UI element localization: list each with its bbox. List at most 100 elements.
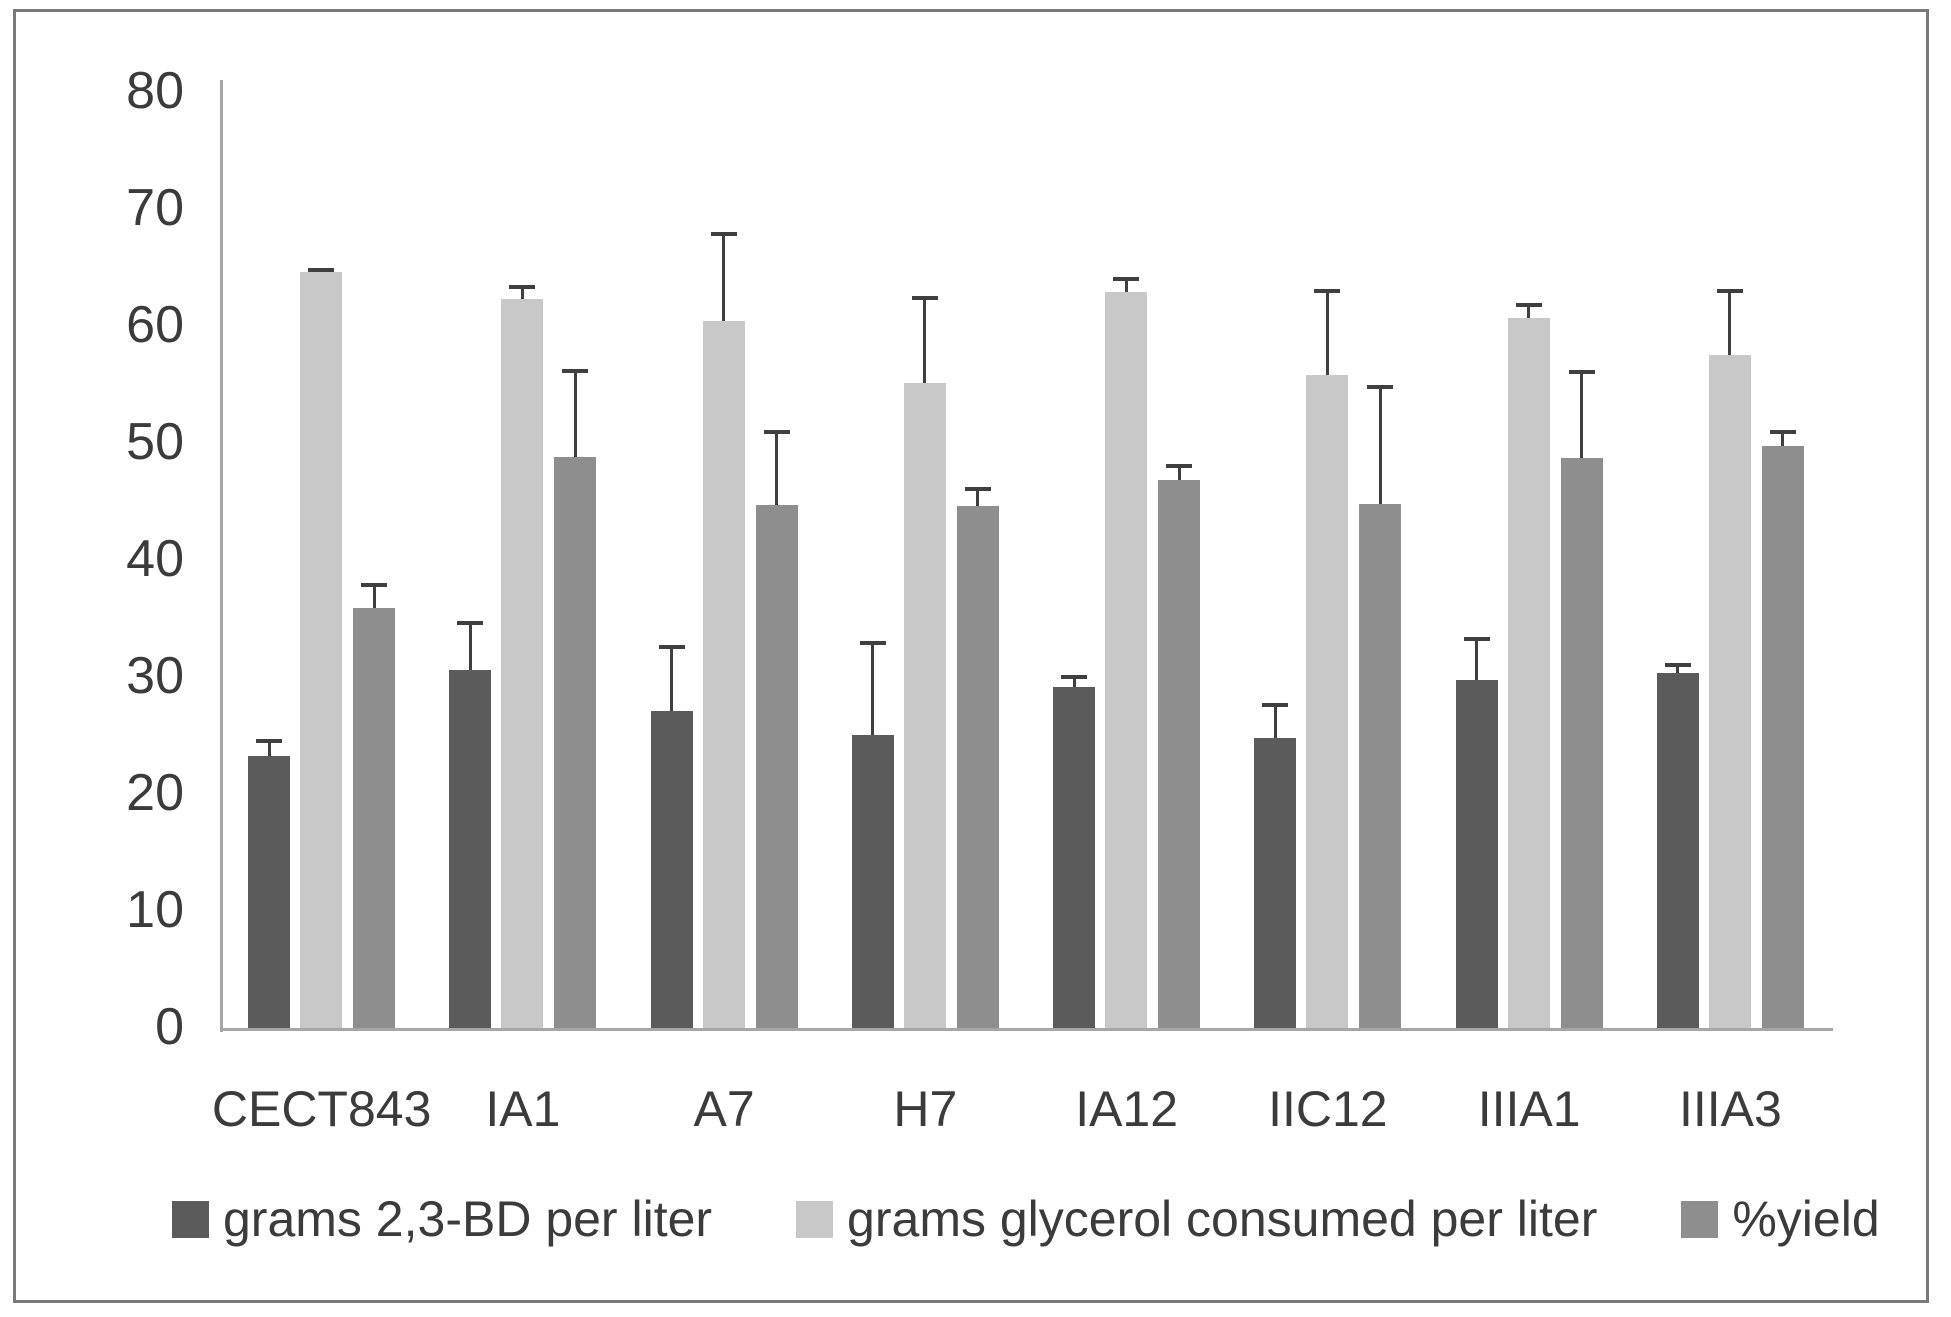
x-category-label: IA12 (1075, 1081, 1179, 1137)
bar (956, 506, 999, 1029)
error-bar-cap (1664, 662, 1691, 667)
error-bar-cap (859, 640, 886, 645)
legend-label: %yield (1732, 1191, 1880, 1247)
y-tick-label: 80 (126, 61, 184, 120)
bar-chart: 0 10 20 30 40 50 60 70 80 CECT843 IA1 A7 H7 IA12 IIC1… (16, 12, 1926, 1300)
bar (248, 756, 290, 1029)
error-bar-line (1527, 303, 1530, 318)
y-tick-label: 70 (126, 178, 184, 237)
bar (1560, 458, 1603, 1029)
figure-border: 0 10 20 30 40 50 60 70 80 CECT843 IA1 A7 H7 IA12 IIC1… (13, 9, 1929, 1303)
y-tick-label: 0 (155, 997, 184, 1056)
legend-label: grams glycerol consumed per liter (847, 1191, 1598, 1247)
error-bar-line (722, 233, 725, 322)
y-tick-label: 60 (126, 295, 184, 354)
error-bar-cap (1568, 370, 1595, 375)
error-bar-line (775, 431, 778, 505)
bar (702, 321, 745, 1029)
error-bar-line (1325, 289, 1329, 375)
error-bar-line (1580, 371, 1583, 459)
x-category-label: IA1 (485, 1081, 561, 1137)
error-bar-cap (1515, 302, 1542, 307)
error-bar-line (372, 584, 376, 608)
error-bar-cap (964, 487, 991, 492)
error-bar-cap (1367, 384, 1394, 389)
error-bar-line (923, 296, 927, 384)
error-bar-cap (1113, 276, 1139, 281)
error-bar-cap (1463, 637, 1490, 642)
error-bar-cap (1061, 674, 1087, 679)
error-bar-cap (710, 232, 737, 237)
error-bar-cap (509, 285, 536, 290)
bar (903, 383, 946, 1029)
legend-swatch-icon (796, 1200, 834, 1238)
bar (1053, 687, 1095, 1029)
y-axis-ticks: 0 10 20 30 40 50 60 70 80 (16, 12, 1926, 1300)
x-axis-line (220, 1028, 1833, 1031)
bar (1306, 374, 1349, 1029)
error-bar-line (573, 370, 577, 457)
error-bar-line (871, 641, 875, 736)
error-bar-line (520, 286, 524, 299)
error-bar-line (1475, 638, 1478, 681)
error-bar-cap (1716, 288, 1743, 293)
error-bar-line (468, 621, 472, 670)
bar (1158, 480, 1200, 1029)
legend-swatch-icon (172, 1200, 209, 1238)
x-category-label: H7 (893, 1081, 958, 1137)
x-category-label: IIIA1 (1477, 1081, 1581, 1137)
x-category-label: CECT843 (211, 1081, 432, 1137)
error-bar-cap (658, 645, 685, 650)
bar (501, 298, 544, 1029)
bar (449, 669, 492, 1029)
error-bar-line (1177, 465, 1181, 481)
error-bar-line (1781, 431, 1785, 447)
legend-item: grams glycerol consumed per liter (796, 1194, 1597, 1244)
error-bar-cap (1314, 288, 1341, 293)
bar (353, 607, 395, 1029)
x-category-label: A7 (693, 1081, 755, 1137)
bar (1455, 680, 1498, 1029)
error-bar-cap (308, 267, 334, 272)
error-bar-line (1273, 703, 1277, 738)
error-bar-cap (911, 295, 938, 300)
bar (1708, 355, 1751, 1029)
error-bar-cap (457, 620, 484, 625)
y-axis-line (220, 80, 223, 1032)
error-bar-line (1072, 675, 1076, 688)
error-bar-cap (763, 430, 790, 435)
error-bar-line (1676, 663, 1680, 674)
error-bar-cap (1166, 464, 1192, 469)
y-tick-label: 20 (126, 763, 184, 822)
bar (650, 710, 693, 1029)
error-bar-cap (361, 583, 387, 588)
error-bar-cap (1769, 430, 1796, 435)
bar (1359, 503, 1402, 1029)
bar (300, 272, 342, 1029)
error-bar-line (1124, 277, 1128, 292)
bar (1105, 291, 1147, 1029)
error-bar-cap (1262, 702, 1289, 707)
error-bar-line (1378, 385, 1382, 504)
bar (755, 504, 798, 1029)
y-tick-label: 50 (126, 412, 184, 471)
legend-item: grams 2,3-BD per liter (172, 1194, 712, 1244)
bar (1656, 673, 1699, 1029)
error-bar-cap (562, 369, 589, 374)
legend-label: grams 2,3-BD per liter (223, 1191, 713, 1247)
legend-item: %yield (1681, 1191, 1880, 1247)
error-bar-line (267, 740, 271, 757)
x-category-label: IIIA3 (1678, 1081, 1782, 1137)
bars-layer (16, 12, 1926, 1300)
bar (1507, 317, 1550, 1029)
y-tick-label: 40 (126, 529, 184, 588)
x-axis-labels: CECT843 IA1 A7 H7 IA12 IIC12 IIIA1 IIIA3 (16, 12, 1926, 1300)
error-bar-line (670, 646, 673, 711)
bar (554, 456, 597, 1029)
bar (1254, 737, 1297, 1029)
legend: grams 2,3-BD per liter grams glycerol con… (172, 1194, 1880, 1244)
error-bar-line (1728, 289, 1732, 356)
bar (851, 735, 894, 1029)
x-category-label: IIC12 (1268, 1081, 1388, 1137)
error-bar-cap (256, 739, 282, 743)
